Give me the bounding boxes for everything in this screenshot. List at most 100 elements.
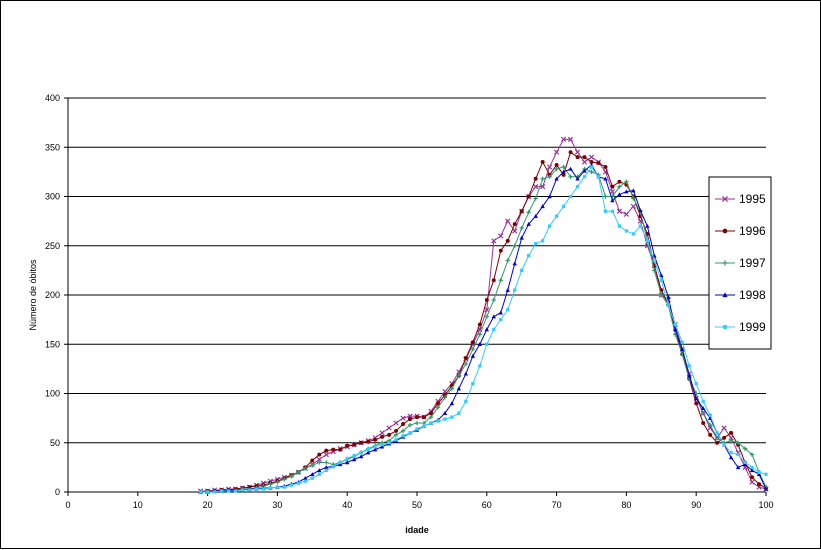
data-point: [498, 233, 504, 239]
data-point: [512, 222, 517, 227]
data-point: [310, 476, 314, 480]
data-point: [554, 163, 559, 167]
data-point: [520, 268, 524, 273]
data-point: [463, 361, 469, 367]
data-point: [603, 176, 608, 181]
data-point: [764, 472, 768, 476]
data-point: [694, 401, 699, 406]
data-point: [763, 486, 769, 491]
data-point: [506, 308, 510, 312]
data-point: [415, 415, 419, 420]
data-point: [560, 136, 567, 142]
data-point: [673, 322, 677, 327]
data-point: [603, 194, 608, 199]
data-point: [561, 172, 566, 177]
data-point: [735, 440, 741, 445]
x-tick-label: 0: [65, 500, 70, 510]
data-point: [407, 422, 413, 428]
data-point: [289, 483, 294, 487]
data-point: [505, 258, 510, 263]
y-tick-label: 400: [45, 93, 60, 103]
data-point: [394, 428, 399, 433]
data-point: [729, 450, 733, 455]
y-tick-label: 50: [50, 438, 60, 448]
series-1998: [198, 162, 769, 494]
data-point: [707, 422, 713, 428]
data-point: [401, 422, 406, 427]
data-point: [589, 169, 594, 175]
data-point: [379, 430, 385, 436]
data-point: [471, 382, 475, 386]
data-point: [589, 160, 594, 165]
data-point: [247, 488, 252, 492]
data-point: [721, 195, 729, 203]
data-point: [491, 297, 496, 303]
data-point: [722, 435, 727, 440]
data-point: [505, 218, 511, 224]
data-point: [408, 417, 412, 422]
data-point: [617, 184, 622, 189]
data-point: [380, 434, 385, 439]
data-point: [198, 490, 203, 494]
data-point: [638, 224, 643, 228]
data-point: [310, 458, 315, 463]
data-point: [436, 419, 440, 423]
data-point: [373, 437, 378, 442]
data-point: [401, 434, 405, 438]
series-1997: [198, 164, 769, 495]
data-point: [303, 476, 308, 480]
data-point: [708, 413, 712, 417]
legend-item: 1995: [715, 192, 766, 206]
data-point: [554, 166, 559, 172]
data-point: [680, 340, 684, 344]
data-point: [721, 425, 727, 431]
data-point: [282, 485, 287, 489]
data-point: [540, 160, 545, 165]
data-point: [547, 224, 552, 228]
data-point: [338, 460, 342, 465]
data-point: [296, 470, 301, 475]
data-point: [553, 149, 560, 155]
x-tick-label: 70: [552, 500, 562, 510]
data-point: [526, 210, 531, 215]
data-point: [428, 411, 433, 416]
data-point: [687, 364, 691, 368]
data-point: [729, 430, 734, 435]
y-tick-label: 250: [45, 241, 60, 251]
data-point: [331, 447, 336, 452]
data-point: [219, 489, 224, 493]
data-point: [757, 482, 762, 487]
data-point: [338, 447, 343, 452]
data-point: [449, 386, 455, 391]
data-point: [533, 184, 539, 190]
x-tick-label: 90: [691, 500, 701, 510]
data-point: [470, 340, 475, 345]
data-point: [386, 425, 392, 431]
data-point: [728, 438, 734, 443]
data-point: [407, 413, 413, 419]
data-point: [372, 447, 378, 452]
data-point: [331, 464, 335, 469]
data-point: [568, 150, 573, 155]
data-point: [575, 155, 580, 160]
data-point: [449, 401, 455, 406]
data-point: [310, 463, 315, 468]
data-point: [261, 487, 266, 491]
data-point: [527, 253, 531, 258]
data-point: [393, 432, 399, 438]
x-tick-label: 100: [758, 500, 773, 510]
y-tick-label: 300: [45, 192, 60, 202]
data-point: [645, 239, 649, 243]
data-point: [568, 174, 573, 179]
data-point: [485, 342, 489, 346]
y-tick-label: 0: [55, 487, 60, 497]
data-point: [603, 209, 608, 213]
data-point: [470, 353, 476, 358]
data-point: [561, 164, 566, 170]
data-point: [268, 481, 273, 487]
data-point: [610, 198, 615, 203]
data-point: [296, 481, 300, 485]
data-point: [338, 462, 343, 467]
legend-label: 1996: [739, 224, 766, 238]
data-point: [415, 427, 419, 431]
